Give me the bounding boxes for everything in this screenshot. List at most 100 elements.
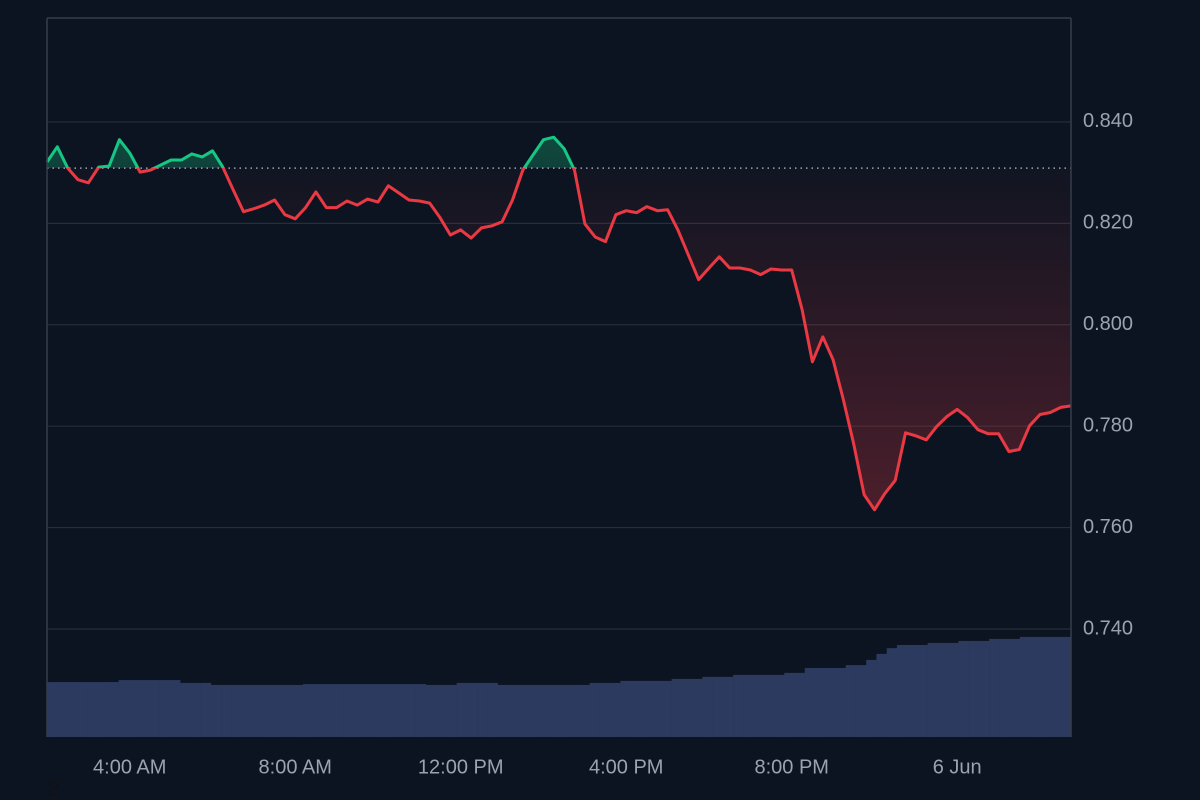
volume-bar [456,682,468,737]
volume-bar [722,676,734,737]
volume-bar [825,667,836,737]
y-tick-label: 0.820 [1083,212,1133,234]
volume-bar [548,684,560,737]
volume-bar [210,684,222,737]
volume-bar [282,684,294,737]
volume-bar [415,684,427,737]
volume-bar [968,640,980,737]
volume-bar [528,684,539,737]
volume-bar [108,682,119,737]
volume-bar [507,684,519,737]
volume-bar [907,644,918,737]
grid [47,121,1071,630]
volume-bar [948,642,959,737]
volume-bar [1060,636,1072,737]
x-tick-label: 8:00 AM [259,756,332,778]
volume-bar [958,640,969,737]
volume-bar [200,682,212,737]
volume-bar [262,684,273,737]
volume-bar [753,674,765,737]
volume-bar [272,684,283,737]
volume-bar [139,680,150,737]
volume-bar [87,682,99,737]
volume-bar [784,672,795,737]
y-tick-label: 0.800 [1083,313,1133,335]
volume-bar [251,684,263,737]
volume-bar [1040,636,1051,737]
volume-bar [1050,636,1062,737]
volume-bar [159,680,171,737]
volume-bar [374,684,386,737]
x-tick-label: 4:00 PM [589,756,663,778]
volume-bars [47,636,1072,737]
volume-bar [313,684,324,737]
y-tick-label: 0.840 [1083,110,1133,132]
volume-bar [487,682,498,737]
volume-bar [384,684,396,737]
volume-bar [569,684,580,737]
volume-bar [599,682,611,737]
volume-bar [681,678,693,737]
volume-bar [364,684,375,737]
footnote: 2 [48,778,59,800]
x-tick-label: 8:00 PM [754,756,828,778]
volume-bar [446,684,457,737]
volume-bar [1030,636,1041,737]
volume-bar [640,680,652,737]
volume-bar [794,672,806,737]
volume-bar [630,680,642,737]
y-tick-label: 0.760 [1083,516,1133,538]
volume-bar [436,684,447,737]
volume-bar [67,682,79,737]
volume-bar [937,642,949,737]
volume-bar [927,642,939,737]
volume-bar [804,667,816,737]
volume-bar [118,680,130,737]
volume-bar [774,674,785,737]
volume-bar [57,682,68,737]
volume-bar [620,680,631,737]
volume-bar [835,667,847,737]
volume-bar [743,674,754,737]
volume-bar [712,676,724,737]
volume-bar [518,684,529,737]
volume-bar [671,678,683,737]
y-tick-label: 0.740 [1083,617,1133,639]
volume-bar [497,684,509,737]
volume-bar [77,682,89,737]
volume-bar [425,684,437,737]
volume-bar [395,684,406,737]
volume-bar [241,684,253,737]
volume-bar [190,682,201,737]
volume-bar [896,644,908,737]
volume-bar [610,682,621,737]
x-tick-label: 4:00 AM [93,756,166,778]
volume-bar [559,684,570,737]
plot [45,135,1072,512]
volume-bar [702,676,713,737]
y-tick-label: 0.780 [1083,414,1133,436]
volume-bar [733,674,744,737]
volume-bar [405,684,416,737]
volume-bar [978,640,990,737]
volume-bar [579,684,591,737]
price-line [45,135,1072,512]
volume-bar [354,684,365,737]
volume-bar [477,682,488,737]
volume-bar [149,680,160,737]
volume-bar [692,678,703,737]
volume-bar [180,682,191,737]
volume-bar [98,682,109,737]
volume-bar [917,644,928,737]
x-tick-label: 12:00 PM [418,756,504,778]
x-tick-label: 6 Jun [933,756,982,778]
volume-bar [128,680,140,737]
volume-bar [989,638,1000,737]
volume-bar [855,665,867,737]
volume-bar [589,682,601,737]
volume-bar [763,674,775,737]
volume-bar [886,648,898,737]
volume-bar [845,665,857,737]
volume-bar [47,682,58,737]
